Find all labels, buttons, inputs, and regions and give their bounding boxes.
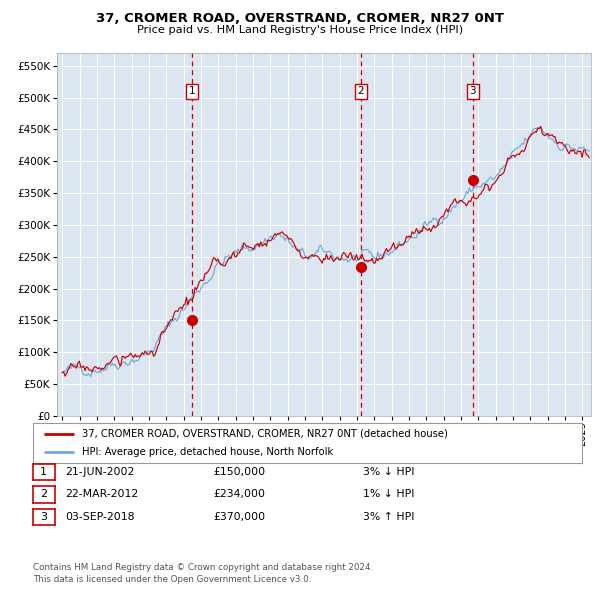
Text: 3: 3 [469,86,476,96]
Text: 1: 1 [40,467,47,477]
Text: 2: 2 [358,86,364,96]
Text: 3% ↑ HPI: 3% ↑ HPI [363,512,415,522]
Text: 3: 3 [40,512,47,522]
Text: 3% ↓ HPI: 3% ↓ HPI [363,467,415,477]
Text: 2: 2 [40,490,47,499]
Text: 37, CROMER ROAD, OVERSTRAND, CROMER, NR27 0NT (detached house): 37, CROMER ROAD, OVERSTRAND, CROMER, NR2… [82,429,448,439]
Text: This data is licensed under the Open Government Licence v3.0.: This data is licensed under the Open Gov… [33,575,311,584]
Text: 1: 1 [188,86,195,96]
Text: 21-JUN-2002: 21-JUN-2002 [65,467,135,477]
Text: £370,000: £370,000 [213,512,265,522]
Text: Price paid vs. HM Land Registry's House Price Index (HPI): Price paid vs. HM Land Registry's House … [137,25,463,35]
Text: £234,000: £234,000 [213,490,265,499]
Text: Contains HM Land Registry data © Crown copyright and database right 2024.: Contains HM Land Registry data © Crown c… [33,563,373,572]
Text: £150,000: £150,000 [213,467,265,477]
Text: 1% ↓ HPI: 1% ↓ HPI [363,490,415,499]
Text: 37, CROMER ROAD, OVERSTRAND, CROMER, NR27 0NT: 37, CROMER ROAD, OVERSTRAND, CROMER, NR2… [96,12,504,25]
Text: 03-SEP-2018: 03-SEP-2018 [65,512,135,522]
Text: HPI: Average price, detached house, North Norfolk: HPI: Average price, detached house, Nort… [82,447,334,457]
Text: 22-MAR-2012: 22-MAR-2012 [65,490,139,499]
